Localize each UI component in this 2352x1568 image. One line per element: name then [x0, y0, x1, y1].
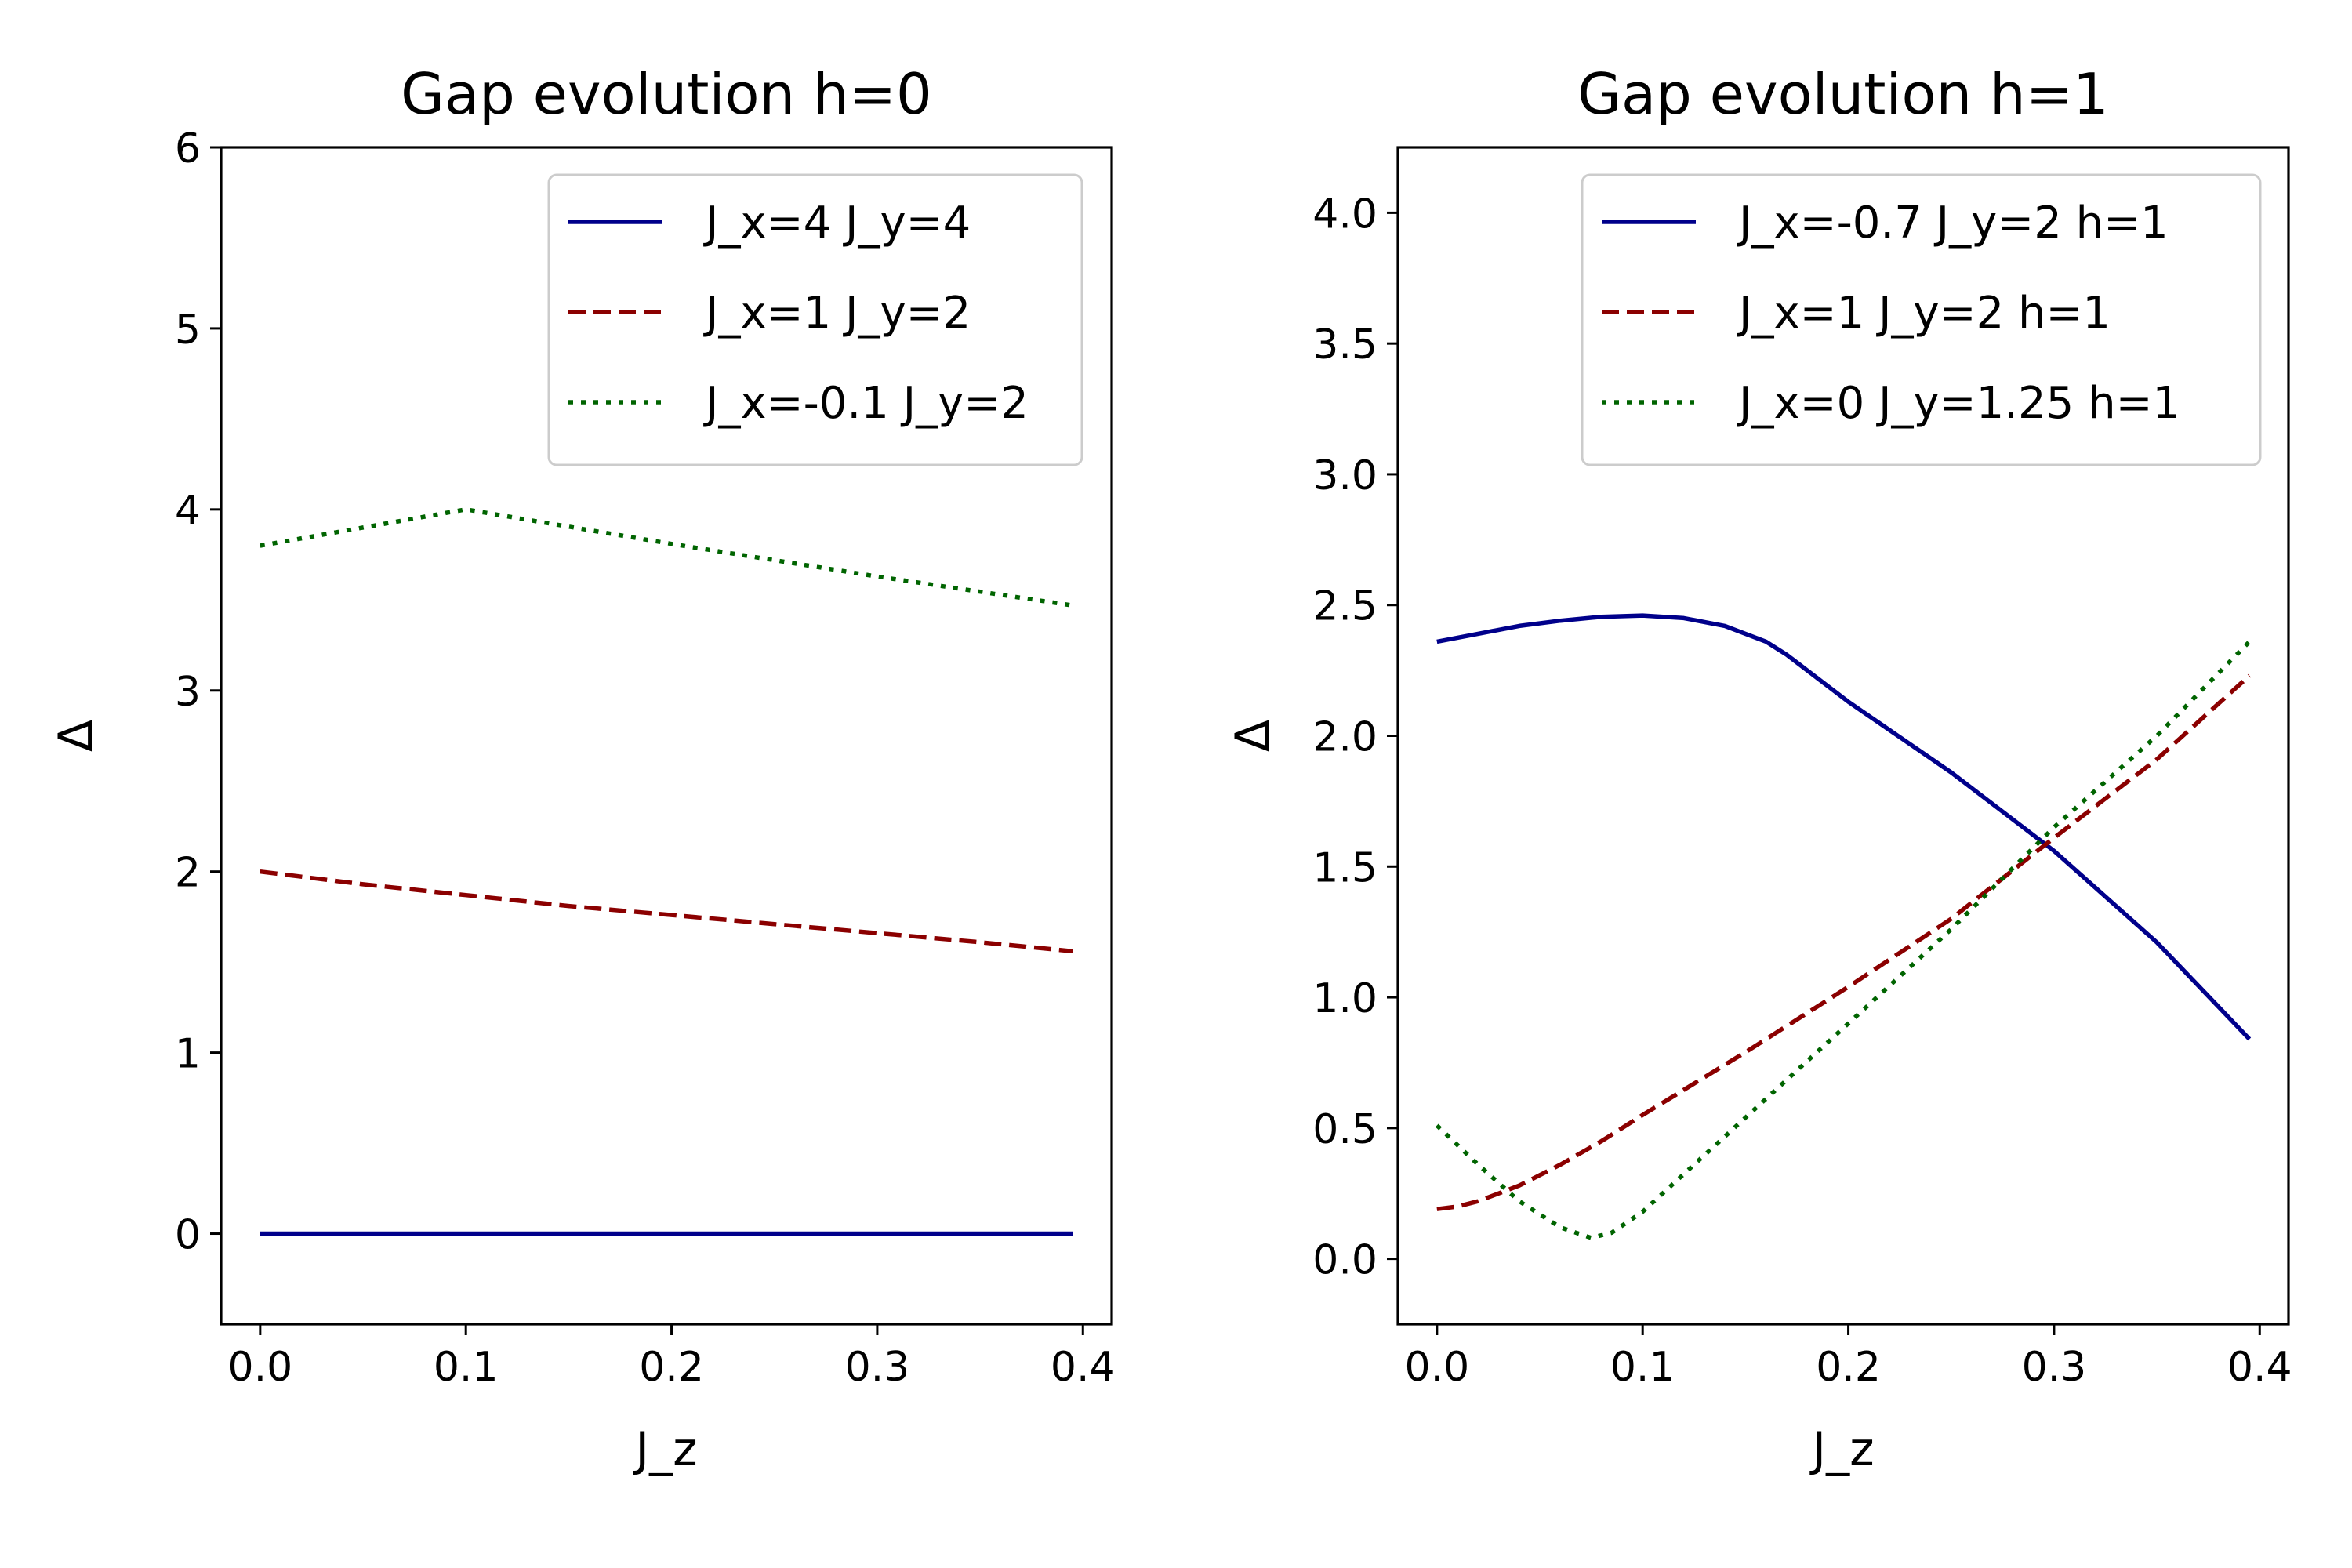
series-line-2 [1436, 673, 2252, 1211]
y-tick-label: 1 [175, 1031, 201, 1078]
chart-title: Gap evolution h=1 [1577, 61, 2109, 127]
y-tick-label: 2 [175, 850, 201, 897]
y-tick-label: 0.5 [1312, 1106, 1377, 1153]
y-tick-label: 0 [175, 1212, 201, 1259]
x-tick-label: 0.3 [845, 1344, 910, 1391]
y-tick-label: 6 [175, 125, 201, 172]
legend: J_x=-0.7 J_y=2 h=1 J_x=1 J_y=2 h=1 J_x=0 J… [1581, 173, 2262, 466]
y-tick-label: 3.5 [1312, 321, 1377, 368]
x-axis-label: J_z [1809, 1422, 1874, 1477]
y-tick-label: 1.0 [1312, 975, 1377, 1022]
legend-box [1581, 173, 2262, 466]
legend-label-3: J_x=0 J_y=1.25 h=1 [1737, 378, 2180, 429]
x-tick-label: 0.0 [227, 1344, 292, 1391]
legend-label-3: J_x=-0.1 J_y=2 [703, 378, 1029, 429]
plot-frame [220, 146, 1113, 1326]
series-line-3 [260, 507, 1073, 608]
legend-label-1: J_x=4 J_y=4 [703, 198, 971, 249]
legend: J_x=4 J_y=4 J_x=1 J_y=2 J_x=-0.1 J_y=2 [547, 173, 1083, 466]
y-tick-label: 4.0 [1312, 191, 1377, 238]
y-tick-label: 3.0 [1312, 452, 1377, 499]
x-tick-label: 0.1 [434, 1344, 499, 1391]
y-tick-label: 4 [175, 488, 201, 535]
y-axis-label: Δ [49, 720, 103, 752]
x-tick-label: 0.1 [1610, 1344, 1675, 1391]
x-tick-label: 0.3 [2022, 1344, 2087, 1391]
series-line-1 [1436, 613, 2252, 1041]
legend-label-2: J_x=1 J_y=2 [703, 288, 971, 339]
y-tick-label: 5 [175, 307, 201, 354]
legend-box [547, 173, 1083, 466]
legend-label-1: J_x=-0.7 J_y=2 h=1 [1737, 198, 2169, 249]
x-tick-label: 0.2 [639, 1344, 704, 1391]
y-axis-label: Δ [1225, 720, 1280, 752]
y-tick-label: 0.0 [1312, 1237, 1377, 1284]
legend-label-2: J_x=1 J_y=2 h=1 [1737, 288, 2111, 339]
x-tick-label: 0.0 [1404, 1344, 1469, 1391]
y-tick-label: 1.5 [1312, 844, 1377, 891]
series-line-3 [1435, 640, 2252, 1240]
y-tick-label: 2.0 [1312, 714, 1377, 761]
y-tick-label: 2.5 [1312, 583, 1377, 630]
x-axis-label: J_z [632, 1422, 697, 1477]
x-tick-label: 0.4 [1051, 1344, 1116, 1391]
y-tick-label: 3 [175, 669, 201, 716]
chart-panel-2: 0.0 0.1 0.2 0.3 0.4 0.0 0.5 1.0 1.5 2.0 2.5 3.0 3.5 4… [1225, 61, 2292, 1477]
x-tick-label: 0.2 [1816, 1344, 1881, 1391]
chart-title: Gap evolution h=0 [401, 61, 932, 127]
chart-panel-1: 0.0 0.1 0.2 0.3 0.4 0 1 2 3 4 5 6 Gap evolution h=0 J… [49, 61, 1116, 1477]
panels: 0.0 0.1 0.2 0.3 0.4 0 1 2 3 4 5 6 Gap evolution h=0 J… [49, 61, 2292, 1477]
series-line-2 [260, 869, 1073, 954]
x-tick-label: 0.4 [2227, 1344, 2292, 1391]
